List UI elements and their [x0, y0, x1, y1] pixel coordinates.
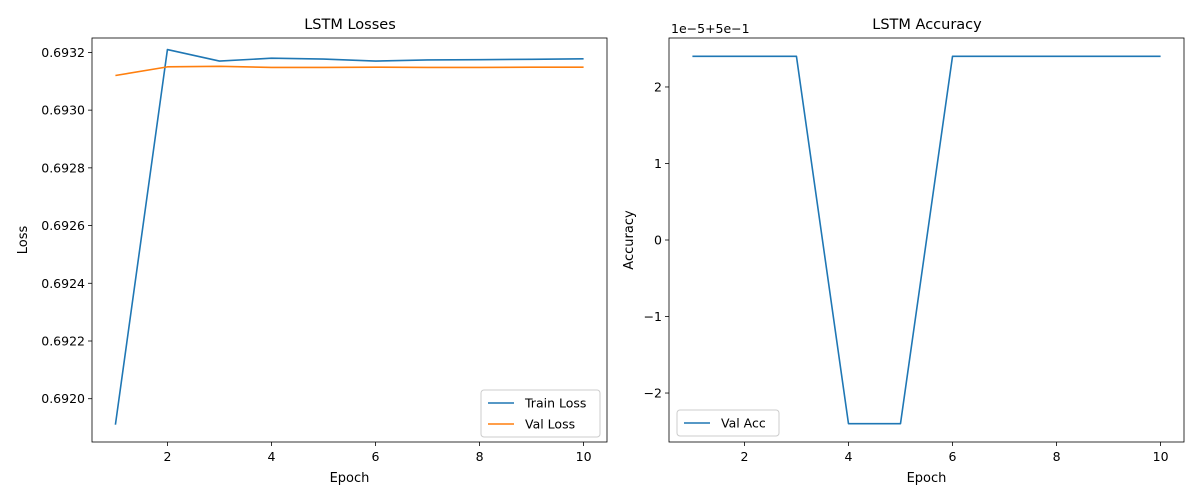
x-tick-label: 8: [1053, 449, 1061, 464]
y-axis-label: Accuracy: [622, 210, 637, 270]
x-tick-label: 4: [267, 449, 275, 464]
legend-label: Train Loss: [524, 396, 586, 411]
y-tick-label: 0.6932: [41, 45, 85, 60]
y-tick-label: 0.6922: [41, 334, 85, 349]
x-tick-label: 6: [949, 449, 957, 464]
axes-frame: [91, 37, 608, 443]
axes-frame: [668, 37, 1185, 443]
x-tick-label: 2: [740, 449, 748, 464]
chart-accuracy: LSTM Accuracy 1e−5+5e−1 2 4 6 8 10 −2 −1 0 1 2 Ep…: [622, 17, 1185, 486]
y-tick-label: −2: [644, 386, 662, 401]
x-tick-label: 4: [844, 449, 852, 464]
legend-label: Val Loss: [525, 417, 575, 432]
x-axis-label: Epoch: [907, 471, 947, 486]
series-line-val-acc: [692, 55, 1161, 425]
y-tick-label: 0.6920: [41, 391, 85, 406]
y-tick-label: 0.6924: [41, 276, 85, 291]
y-tick-label: 2: [654, 79, 662, 94]
chart-losses: LSTM Losses 2 4 6 8 10 0.6920 0.6922 0.6924 0.69…: [16, 17, 608, 486]
y-tick-label: 0.6926: [41, 218, 85, 233]
legend-box: [676, 409, 780, 437]
chart-title: LSTM Accuracy: [872, 17, 982, 33]
chart-title: LSTM Losses: [304, 17, 396, 33]
x-tick-label: 10: [576, 449, 592, 464]
series-line-train-loss: [114, 48, 584, 425]
y-tick-label: 0: [654, 233, 662, 248]
y-tick-label: 0.6930: [41, 103, 85, 118]
legend-box: [480, 389, 601, 438]
y-axis-offset-label: 1e−5+5e−1: [671, 21, 750, 36]
y-tick-label: −1: [644, 309, 662, 324]
legend: Train Loss Val Loss: [480, 389, 601, 438]
x-axis-label: Epoch: [330, 471, 370, 486]
legend: Val Acc: [676, 409, 780, 437]
legend-label: Val Acc: [721, 416, 766, 431]
series-line-val-loss: [115, 65, 584, 77]
y-tick-label: 0.6928: [41, 160, 85, 175]
x-tick-label: 2: [163, 449, 171, 464]
x-tick-label: 8: [476, 449, 484, 464]
y-tick-label: 1: [654, 156, 662, 171]
x-tick-label: 6: [372, 449, 380, 464]
y-axis-label: Loss: [16, 226, 31, 255]
x-tick-label: 10: [1153, 449, 1169, 464]
